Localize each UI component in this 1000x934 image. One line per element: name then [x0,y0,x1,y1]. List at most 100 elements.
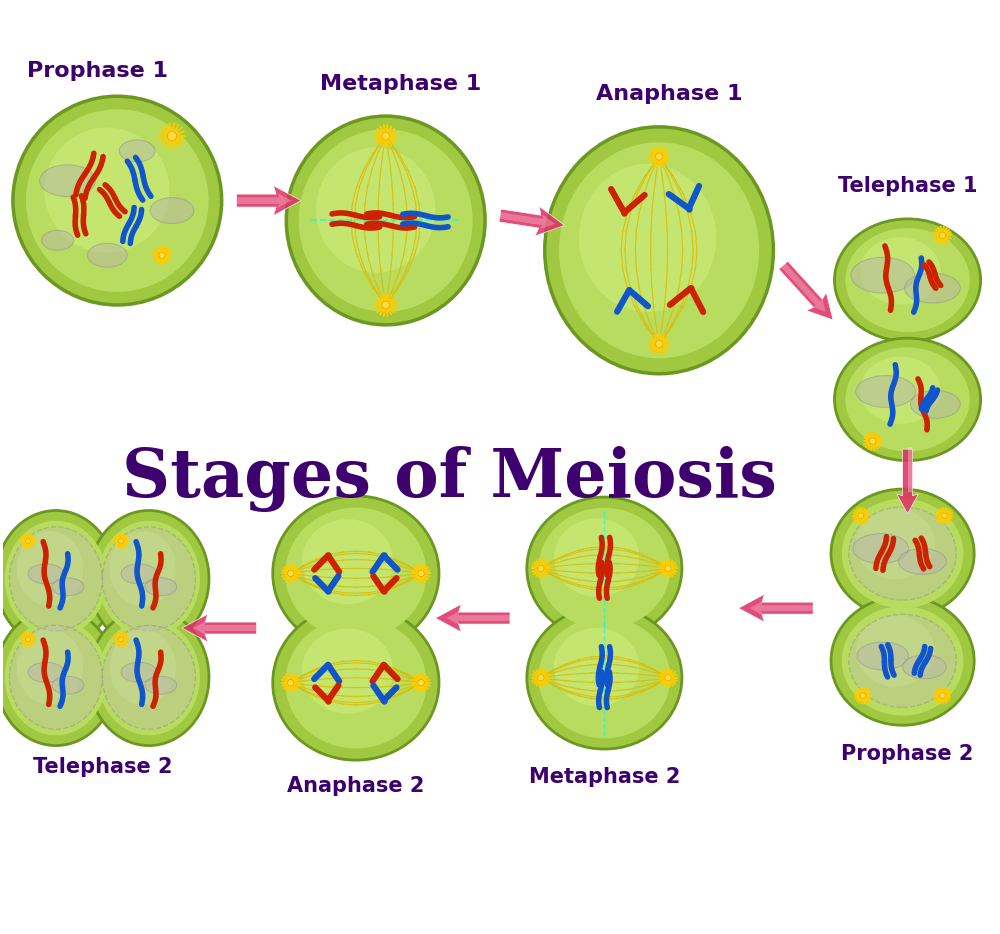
FancyArrow shape [435,604,510,632]
Ellipse shape [845,228,970,333]
Ellipse shape [145,676,177,694]
FancyArrow shape [237,193,291,208]
Ellipse shape [860,357,940,424]
FancyArrow shape [193,621,256,635]
Ellipse shape [302,519,393,604]
Circle shape [939,233,945,238]
Ellipse shape [102,527,195,630]
Ellipse shape [849,615,956,707]
Ellipse shape [273,605,439,760]
Ellipse shape [527,497,682,640]
Ellipse shape [9,527,102,630]
Circle shape [656,153,663,160]
Ellipse shape [286,116,485,325]
Text: Metaphase 2: Metaphase 2 [529,767,680,787]
Ellipse shape [579,163,716,312]
Ellipse shape [849,507,956,600]
FancyArrow shape [779,262,833,319]
Ellipse shape [273,496,439,651]
FancyArrow shape [237,186,301,216]
Ellipse shape [87,244,127,267]
Ellipse shape [89,511,209,647]
FancyArrow shape [182,615,256,642]
Ellipse shape [834,219,981,341]
Text: Telephase 2: Telephase 2 [33,757,172,777]
Ellipse shape [52,676,84,694]
Ellipse shape [554,628,639,706]
Ellipse shape [842,499,963,608]
Ellipse shape [538,617,670,739]
Text: Metaphase 1: Metaphase 1 [320,74,481,94]
Text: Telephase 1: Telephase 1 [838,176,977,195]
Ellipse shape [853,533,909,563]
Circle shape [940,693,945,699]
Ellipse shape [0,511,116,647]
FancyArrow shape [447,611,510,625]
Ellipse shape [856,616,935,686]
Ellipse shape [102,625,195,729]
Ellipse shape [857,642,909,670]
Ellipse shape [17,630,83,704]
Ellipse shape [110,531,176,606]
Circle shape [942,513,947,518]
Ellipse shape [316,148,435,273]
Circle shape [665,565,671,572]
Ellipse shape [119,140,155,162]
Ellipse shape [13,96,222,305]
Ellipse shape [899,548,946,574]
Ellipse shape [5,521,107,637]
Ellipse shape [538,508,670,629]
Ellipse shape [9,625,102,729]
Ellipse shape [121,564,157,584]
FancyArrow shape [750,601,813,616]
Ellipse shape [860,237,940,304]
Text: Anaphase 2: Anaphase 2 [287,776,425,796]
Circle shape [418,571,424,576]
Ellipse shape [905,273,960,303]
FancyArrow shape [897,449,918,514]
Ellipse shape [554,518,639,597]
Ellipse shape [285,507,427,639]
Ellipse shape [98,521,200,637]
FancyArrow shape [908,447,912,492]
FancyArrow shape [739,594,813,622]
Ellipse shape [856,508,935,579]
Ellipse shape [559,142,759,359]
Circle shape [538,565,544,572]
Ellipse shape [0,609,116,745]
Ellipse shape [121,662,157,682]
Text: Stages of Meiosis: Stages of Meiosis [122,446,777,512]
Circle shape [382,132,390,140]
Ellipse shape [527,606,682,749]
Ellipse shape [834,338,981,460]
FancyArrow shape [499,206,565,236]
Ellipse shape [42,231,74,250]
Circle shape [26,637,31,642]
Ellipse shape [299,129,473,312]
Circle shape [870,438,876,445]
Ellipse shape [831,489,974,618]
Circle shape [288,571,294,576]
Ellipse shape [52,578,84,596]
Ellipse shape [911,390,960,418]
Ellipse shape [89,609,209,745]
Ellipse shape [545,127,773,374]
Circle shape [119,539,123,544]
Circle shape [288,680,294,686]
Ellipse shape [28,662,64,682]
FancyArrow shape [500,212,555,229]
Text: Prophase 1: Prophase 1 [27,62,168,81]
Ellipse shape [851,257,915,293]
Ellipse shape [845,347,970,451]
Circle shape [382,301,390,309]
Ellipse shape [842,606,963,715]
Circle shape [858,513,864,518]
Ellipse shape [28,564,64,584]
Circle shape [860,693,866,699]
Circle shape [119,637,123,642]
FancyArrow shape [781,263,826,312]
Text: Prophase 2: Prophase 2 [841,744,974,764]
Circle shape [159,252,165,259]
Ellipse shape [110,630,176,704]
Circle shape [167,132,176,140]
